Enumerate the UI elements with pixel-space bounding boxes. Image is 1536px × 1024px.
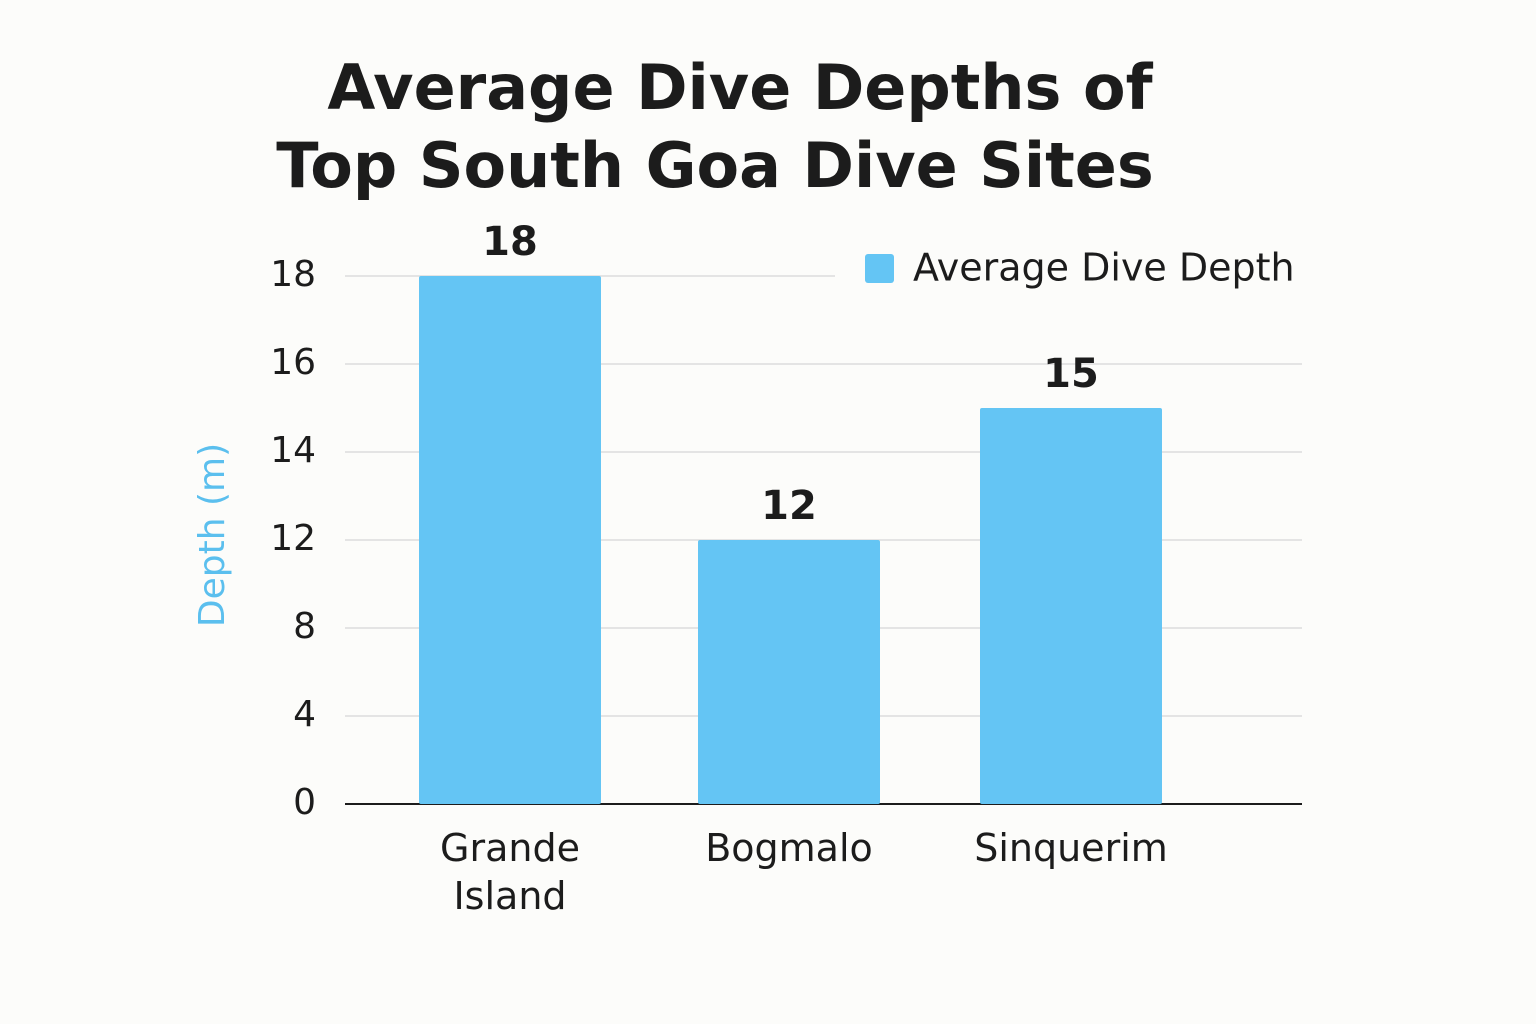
- y-tick-label: 12: [270, 518, 316, 559]
- data-label: 12: [761, 483, 817, 529]
- bar: [419, 276, 601, 804]
- legend-swatch: [865, 254, 894, 283]
- y-tick-label: 4: [293, 694, 316, 735]
- bar: [698, 540, 880, 804]
- y-axis-label: Depth (m): [192, 443, 233, 627]
- y-tick-label: 0: [293, 782, 316, 823]
- chart-title: Average Dive Depths of: [327, 51, 1153, 124]
- y-tick-label: 8: [293, 606, 316, 647]
- legend-label: Average Dive Depth: [913, 246, 1295, 290]
- bar: [980, 408, 1162, 804]
- y-tick-label: 18: [270, 254, 316, 295]
- x-tick-label: Bogmalo: [705, 826, 873, 870]
- x-tick-label: Sinquerim: [974, 826, 1168, 870]
- data-label: 18: [482, 219, 538, 265]
- y-tick-label: 14: [270, 430, 316, 471]
- x-tick-label: Grande Island: [440, 826, 580, 918]
- chart-title: Top South Goa Dive Sites: [276, 129, 1154, 202]
- y-tick-label: 16: [270, 342, 316, 383]
- data-label: 15: [1043, 351, 1099, 397]
